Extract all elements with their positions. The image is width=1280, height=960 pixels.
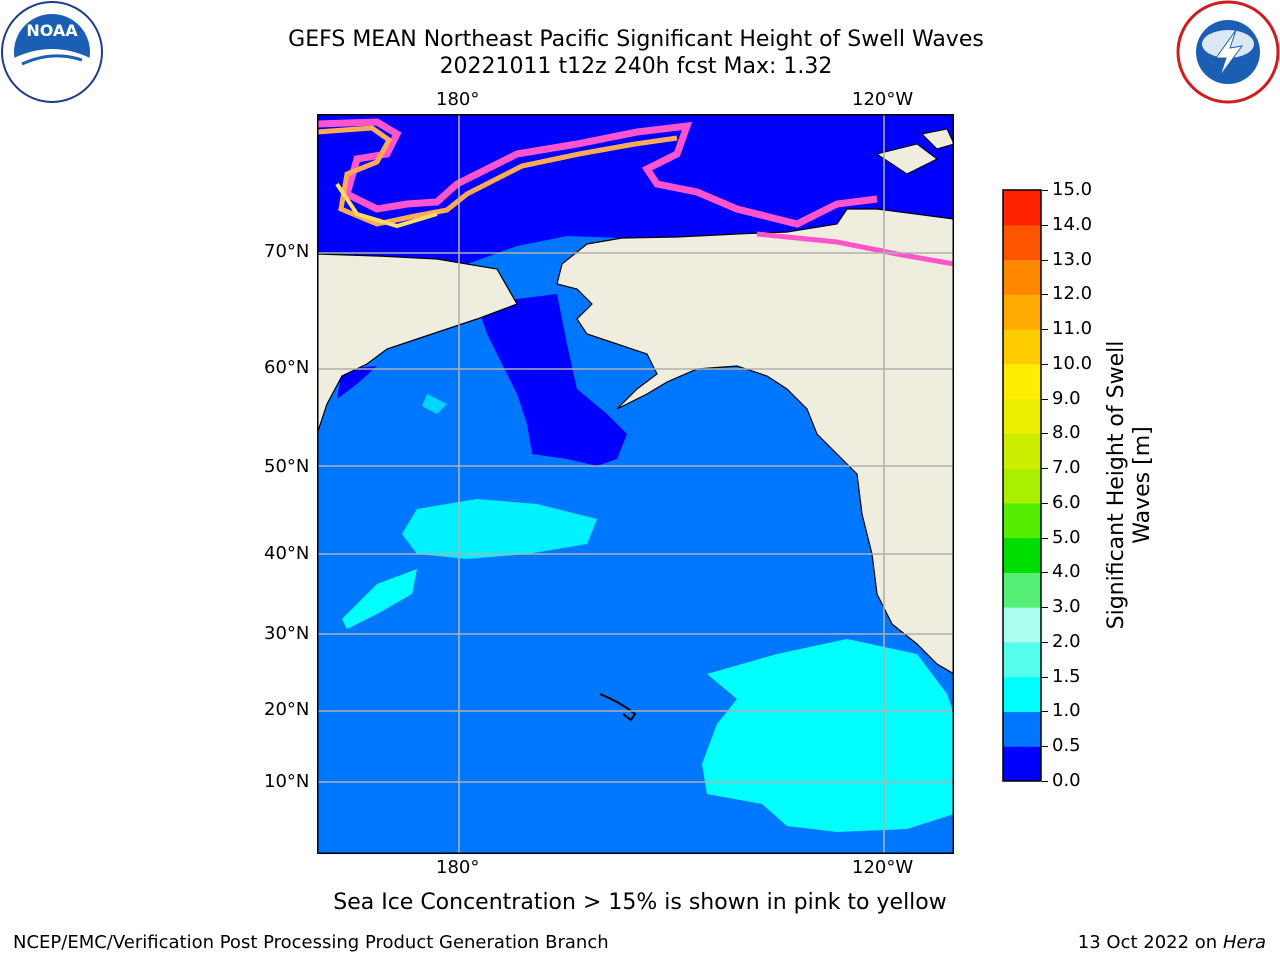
swell-high-patch-southeast xyxy=(702,639,954,832)
colorbar-tick-mark xyxy=(1042,190,1048,191)
sea-ice-edge-orange xyxy=(317,125,678,227)
colorbar-segment xyxy=(1003,398,1041,434)
land-siberia xyxy=(317,253,518,435)
land-arctic-island xyxy=(920,128,954,150)
hawaii-islands xyxy=(599,693,637,722)
colorbar-tick-label: 5.0 xyxy=(1052,526,1081,548)
noaa-logo: NOAA xyxy=(1,1,103,103)
colorbar-tick-mark xyxy=(1042,607,1048,609)
lon-label-top-120w: 120°W xyxy=(852,89,914,110)
colorbar-tick-mark xyxy=(1042,676,1048,678)
colorbar-segment xyxy=(1003,641,1041,678)
map xyxy=(317,114,954,854)
colorbar-tick-label: 14.0 xyxy=(1052,213,1093,235)
colorbar-tick-mark xyxy=(1042,537,1048,539)
land-alaska-canada xyxy=(556,208,954,675)
colorbar-tick-label: 6.0 xyxy=(1052,491,1081,513)
colorbar-tick-label: 0.5 xyxy=(1052,735,1081,757)
swell-high-patch-west xyxy=(342,569,417,629)
colorbar-tick-mark xyxy=(1042,433,1048,435)
colorbar-segment xyxy=(1003,433,1041,469)
colorbar-segment xyxy=(1003,190,1041,226)
colorbar-label: Significant Height of Swell Waves [m] xyxy=(1104,340,1155,630)
footer-producer: NCEP/EMC/Verification Post Processing Pr… xyxy=(13,932,609,953)
noaa-logo-text: NOAA xyxy=(26,21,78,40)
colorbar-tick-mark xyxy=(1042,224,1048,226)
lon-label-bottom-180: 180° xyxy=(436,857,480,878)
colorbar-tick-mark xyxy=(1042,259,1048,261)
swell-high-patch-central xyxy=(402,499,597,559)
sea-ice-edge-pink xyxy=(756,231,954,267)
bering-low-swell xyxy=(477,294,627,466)
colorbar-tick-label: 15.0 xyxy=(1052,179,1093,200)
colorbar-tick-label: 3.0 xyxy=(1052,596,1081,618)
lat-label-10n: 10°N xyxy=(264,771,310,792)
colorbar-segment xyxy=(1003,711,1041,747)
colorbar-tick-label: 12.0 xyxy=(1052,283,1093,305)
lat-label-70n: 70°N xyxy=(264,241,310,262)
colorbar-segment xyxy=(1003,502,1041,539)
colorbar-tick-mark xyxy=(1042,781,1048,782)
colorbar-tick-mark xyxy=(1042,363,1048,365)
lat-label-30n: 30°N xyxy=(264,623,310,644)
sea-ice-edge-yellow xyxy=(335,182,438,229)
colorbar-segment xyxy=(1003,537,1041,573)
footer-date-text: 13 Oct 2022 on xyxy=(1077,932,1223,953)
colorbar-tick-label: 8.0 xyxy=(1052,422,1081,444)
colorbar-tick-mark xyxy=(1042,711,1048,713)
lat-label-20n: 20°N xyxy=(264,699,310,720)
graticule xyxy=(317,114,954,854)
sea-ice-note: Sea Ice Concentration > 15% is shown in … xyxy=(333,890,947,915)
lon-label-top-180: 180° xyxy=(436,89,480,110)
map-title-line2: 20221011 t12z 240h fcst Max: 1.32 xyxy=(439,54,833,79)
colorbar-tick-mark xyxy=(1042,294,1048,296)
lon-label-bottom-120w: 120°W xyxy=(852,857,914,878)
colorbar-segment xyxy=(1003,329,1041,365)
colorbar-tick-label: 10.0 xyxy=(1052,352,1093,374)
colorbar-segment xyxy=(1003,607,1041,643)
colorbar-segment xyxy=(1003,294,1041,330)
colorbar-tick-label: 11.0 xyxy=(1052,318,1093,340)
colorbar-tick-mark xyxy=(1042,572,1048,574)
colorbar-tick-label: 2.0 xyxy=(1052,630,1081,652)
colorbar-tick-label: 13.0 xyxy=(1052,248,1093,270)
map-border xyxy=(317,114,954,854)
colorbar-segment xyxy=(1003,259,1041,295)
footer-host: Hera xyxy=(1222,932,1266,953)
lat-label-60n: 60°N xyxy=(264,357,310,378)
nws-logo xyxy=(1176,0,1280,104)
colorbar-tick-label: 0.0 xyxy=(1052,770,1081,791)
colorbar-tick-label: 4.0 xyxy=(1052,561,1081,583)
lat-label-50n: 50°N xyxy=(264,456,310,477)
colorbar-tick-mark xyxy=(1042,329,1048,331)
colorbar-border xyxy=(1002,189,1042,782)
colorbar-segment xyxy=(1003,572,1041,608)
sea-ice-edge-pink xyxy=(317,118,878,228)
colorbar-tick-label: 1.5 xyxy=(1052,665,1081,687)
swell-high-patch-small xyxy=(422,394,447,414)
colorbar-segment xyxy=(1003,224,1041,261)
colorbar-segment xyxy=(1003,746,1041,782)
colorbar-segment xyxy=(1003,676,1041,712)
lat-label-40n: 40°N xyxy=(264,543,310,564)
colorbar-tick-mark xyxy=(1042,502,1048,504)
colorbar-tick-mark xyxy=(1042,641,1048,643)
colorbar-tick-mark xyxy=(1042,468,1048,470)
colorbar-tick-mark xyxy=(1042,398,1048,400)
colorbar-segment xyxy=(1003,363,1041,400)
colorbar-segment xyxy=(1003,468,1041,504)
land-arctic-island xyxy=(875,143,938,175)
footer-date: 13 Oct 2022 on Hera xyxy=(1078,932,1266,953)
colorbar-tick-label: 9.0 xyxy=(1052,387,1081,409)
colorbar-tick-label: 7.0 xyxy=(1052,457,1081,479)
map-title-line1: GEFS MEAN Northeast Pacific Significant … xyxy=(288,27,984,52)
colorbar xyxy=(1002,189,1042,782)
colorbar-tick-label: 1.0 xyxy=(1052,700,1081,722)
colorbar-tick-mark xyxy=(1042,746,1048,748)
